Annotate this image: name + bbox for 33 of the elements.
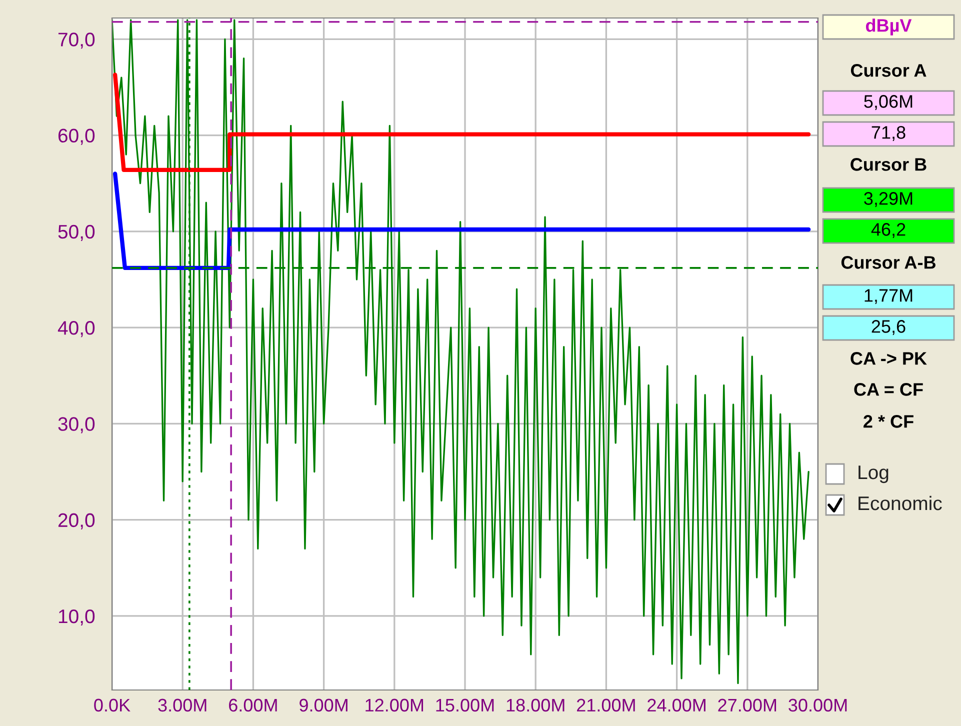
x-tick-label: 0.0K [94,698,130,712]
text: CA = CF [854,383,923,396]
text: 2 * CF [864,415,914,428]
x-tick-label: 24.00M [648,698,706,712]
text: Cursor A-B [841,256,936,269]
text: CA -> PK [850,352,927,365]
y-tick-label: 30,0 [58,417,95,434]
text: Cursor A [850,64,926,77]
y-tick-label: 70,0 [58,32,95,49]
x-tick-label: 21.00M [577,698,635,712]
x-tick-label: 18.00M [506,698,564,712]
text: 5,06M [864,95,912,110]
y-tick-label: 40,0 [58,321,95,338]
text: 71,8 [872,126,906,141]
text: Economic [858,496,942,510]
x-tick-label: 15.00M [436,698,494,712]
text: Log [858,466,888,484]
x-tick-label: 3.00M [158,698,206,712]
text: 25,6 [872,320,906,335]
text: dBµV [866,18,912,36]
y-tick-label: 20,0 [58,513,95,530]
y-tick-label: 60,0 [58,128,95,145]
text: 3,29M [864,192,912,207]
x-tick-label: 27.00M [718,698,776,712]
y-tick-label: 50,0 [58,224,95,241]
x-tick-label: 9.00M [300,698,348,712]
x-tick-label: 12.00M [366,698,424,712]
y-tick-label: 10,0 [58,609,95,626]
text: 1,77M [864,289,912,304]
x-tick-label: 6.00M [229,698,277,712]
x-tick-label: 30.00M [788,698,847,712]
text: 46,2 [871,223,906,238]
text: Cursor B [850,158,926,171]
